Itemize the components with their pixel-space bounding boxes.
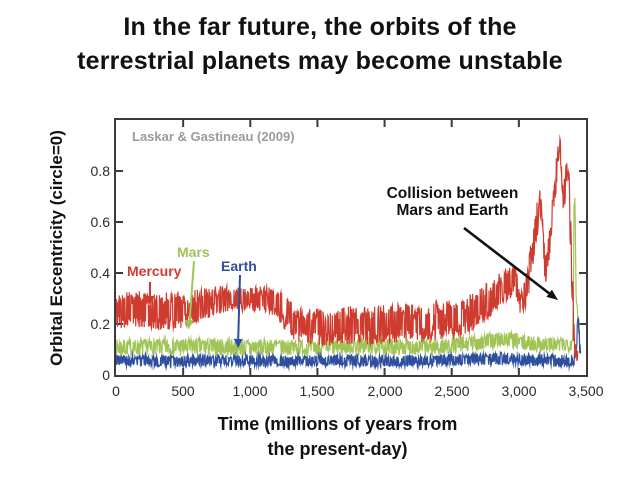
mercury-series-label: Mercury [127,263,182,279]
y-tick-0-2: 0.2 [90,316,110,332]
y-tick-0-4: 0.4 [90,265,110,281]
slide-title-line1: In the far future, the orbits of the [123,13,517,41]
y-tick-0-6: 0.6 [90,214,110,230]
slide-title-line2: terrestrial planets may become unstable [77,47,563,75]
y-tick-0-8: 0.8 [90,163,110,179]
x-tick-3500: 3,500 [568,383,604,399]
x-tick-1000: 1,000 [232,383,268,399]
x-tick-3000: 3,000 [501,383,537,399]
mars-series-label: Mars [177,244,210,260]
x-tick-0: 0 [112,383,120,399]
collision-annotation-line1: Collision between [386,185,519,202]
slide-title: In the far future, the orbits of the ter… [0,10,640,78]
x-tick-500: 500 [171,383,195,399]
y-tick-0: 0 [102,367,110,383]
earth-series-label: Earth [221,258,257,274]
credit-label: Laskar & Gastineau (2009) [132,129,295,144]
y-axis-label: Orbital Eccentricity (circle=0) [47,130,66,366]
x-tick-1500: 1,500 [299,383,335,399]
collision-annotation-line2: Mars and Earth [396,202,509,219]
x-tick-2000: 2,000 [367,383,403,399]
x-axis-label-line1: Time (millions of years from [217,414,458,434]
x-axis-label-line2: the present-day) [267,439,408,459]
collision-annotation: Collision between Mars and Earth [360,185,545,219]
x-tick-2500: 2,500 [434,383,470,399]
x-axis-label: Time (millions of years from the present… [115,412,560,462]
